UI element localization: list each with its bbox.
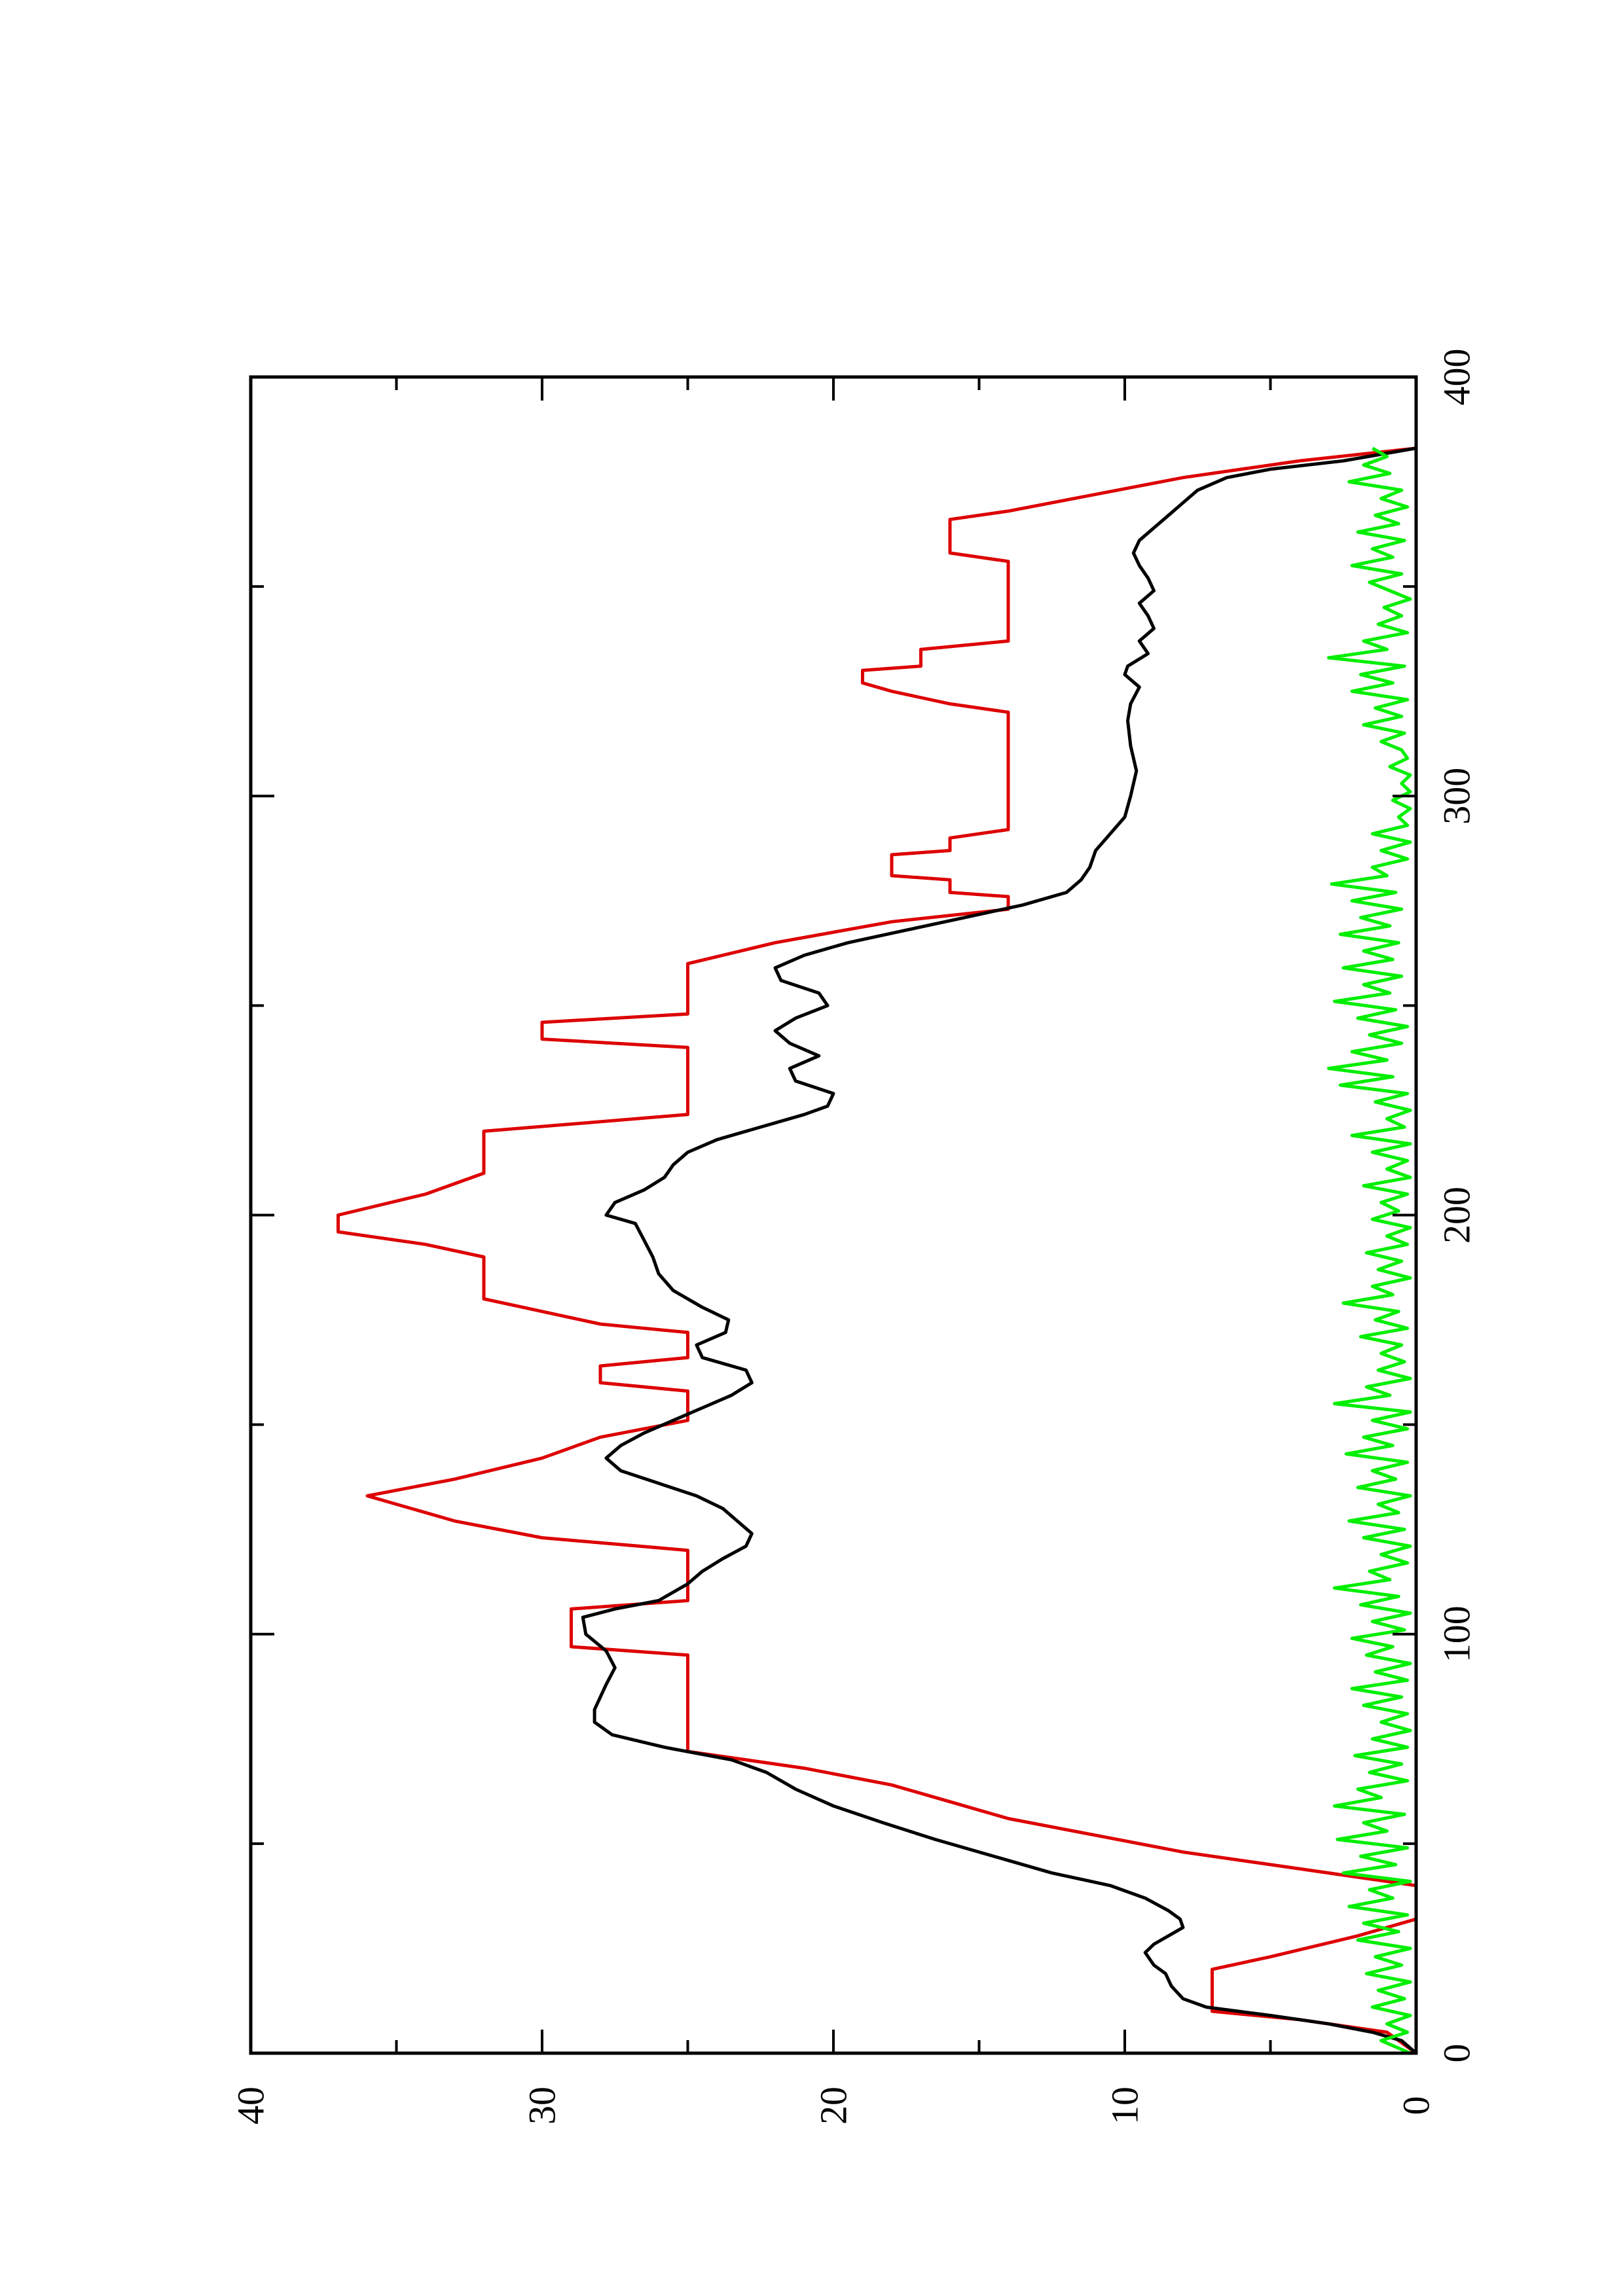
y-tick-label: 10 xyxy=(1104,2087,1146,2125)
series-line-1 xyxy=(337,446,1418,2055)
x-tick-label: 400 xyxy=(1436,349,1478,406)
tick-layer xyxy=(249,376,1417,2054)
series-line-2 xyxy=(581,446,1417,2054)
tick-label-layer: 0 100 200 300 400 0 10 20 30 40 xyxy=(230,349,1478,2125)
x-tick-label: 0 xyxy=(1436,2044,1478,2063)
x-tick-label: 300 xyxy=(1436,768,1478,825)
x-tick-label: 100 xyxy=(1436,1605,1478,1662)
series-line-3 xyxy=(1327,446,1412,2055)
series-layer xyxy=(337,446,1418,2055)
y-tick-label: 40 xyxy=(230,2087,272,2125)
x-tick-label: 200 xyxy=(1436,1187,1478,1244)
plot-frame xyxy=(249,375,1418,2055)
y-tick-label: 30 xyxy=(521,2087,564,2125)
y-tick-label: 0 xyxy=(1395,2096,1438,2115)
y-tick-label: 20 xyxy=(812,2087,855,2125)
